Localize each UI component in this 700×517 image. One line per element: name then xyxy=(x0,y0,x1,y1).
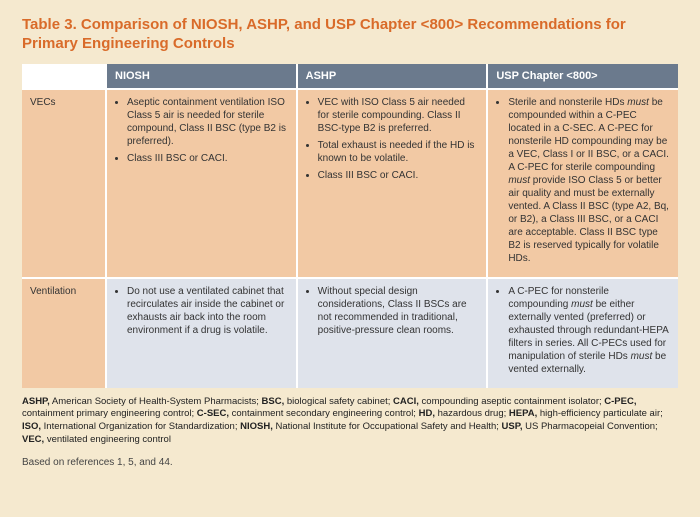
row-label: Ventilation xyxy=(22,278,106,388)
bullet-item: VEC with ISO Class 5 air needed for ster… xyxy=(318,96,479,135)
abbrev-key: HD, xyxy=(419,408,435,419)
abbrev-key: ASHP, xyxy=(22,396,50,407)
abbrev-value: ventilated engineering control xyxy=(44,434,171,445)
abbreviations-block: ASHP, American Society of Health-System … xyxy=(22,396,678,447)
abbrev-key: ISO, xyxy=(22,421,41,432)
bullet-list: Sterile and nonsterile HDs must be compo… xyxy=(496,96,670,265)
bullet-item: Without special design considerations, C… xyxy=(318,285,479,337)
abbrev-value: American Society of Health-System Pharma… xyxy=(50,396,262,407)
bullet-item: Sterile and nonsterile HDs must be compo… xyxy=(508,96,670,265)
header-col-usp: USP Chapter <800> xyxy=(487,64,678,89)
abbrev-value: biological safety cabinet; xyxy=(284,396,393,407)
abbrev-value: International Organization for Standardi… xyxy=(41,421,240,432)
abbrev-value: containment secondary engineering contro… xyxy=(229,408,419,419)
abbrev-key: C-PEC, xyxy=(604,396,636,407)
bullet-item: Class III BSC or CACI. xyxy=(127,152,288,165)
abbrev-value: high-efficiency particulate air; xyxy=(537,408,663,419)
table-cell: Do not use a ventilated cabinet that rec… xyxy=(106,278,297,388)
bullet-list: Without special design considerations, C… xyxy=(306,285,479,337)
header-col-ashp: ASHP xyxy=(297,64,488,89)
bullet-item: Total exhaust is needed if the HD is kno… xyxy=(318,139,479,165)
bullet-list: A C-PEC for nonsterile compounding must … xyxy=(496,285,670,376)
table-cell: Aseptic containment ventilation ISO Clas… xyxy=(106,89,297,278)
table-cell: A C-PEC for nonsterile compounding must … xyxy=(487,278,678,388)
table-row: Ventilation Do not use a ventilated cabin… xyxy=(22,278,678,388)
row-label: VECs xyxy=(22,89,106,278)
table-title: Table 3. Comparison of NIOSH, ASHP, and … xyxy=(22,16,678,54)
table-cell: VEC with ISO Class 5 air needed for ster… xyxy=(297,89,488,278)
abbrev-value: containment primary engineering control; xyxy=(22,408,197,419)
table-cell: Sterile and nonsterile HDs must be compo… xyxy=(487,89,678,278)
bullet-item: Class III BSC or CACI. xyxy=(318,169,479,182)
abbrev-key: BSC, xyxy=(262,396,285,407)
table-header-row: NIOSH ASHP USP Chapter <800> xyxy=(22,64,678,89)
table-cell: Without special design considerations, C… xyxy=(297,278,488,388)
abbrev-key: C-SEC, xyxy=(197,408,229,419)
abbrev-key: NIOSH, xyxy=(240,421,273,432)
header-col-niosh: NIOSH xyxy=(106,64,297,89)
bullet-list: Aseptic containment ventilation ISO Clas… xyxy=(115,96,288,165)
abbrev-key: CACI, xyxy=(393,396,419,407)
abbrev-key: VEC, xyxy=(22,434,44,445)
comparison-table: NIOSH ASHP USP Chapter <800> VECs Aseptic… xyxy=(22,64,678,388)
abbrev-value: National Institute for Occupational Safe… xyxy=(273,421,502,432)
table-row: VECs Aseptic containment ventilation ISO … xyxy=(22,89,678,278)
bullet-item: Aseptic containment ventilation ISO Clas… xyxy=(127,96,288,148)
abbrev-key: HEPA, xyxy=(509,408,537,419)
abbrev-value: compounding aseptic containment isolator… xyxy=(419,396,604,407)
bullet-list: Do not use a ventilated cabinet that rec… xyxy=(115,285,288,337)
footnote: Based on references 1, 5, and 44. xyxy=(22,457,678,468)
bullet-item: A C-PEC for nonsterile compounding must … xyxy=(508,285,670,376)
bullet-list: VEC with ISO Class 5 air needed for ster… xyxy=(306,96,479,182)
abbrev-value: hazardous drug; xyxy=(435,408,509,419)
header-blank xyxy=(22,64,106,89)
bullet-item: Do not use a ventilated cabinet that rec… xyxy=(127,285,288,337)
abbrev-value: US Pharmacopeial Convention; xyxy=(522,421,657,432)
abbrev-key: USP, xyxy=(502,421,523,432)
table-page: Table 3. Comparison of NIOSH, ASHP, and … xyxy=(0,0,700,517)
